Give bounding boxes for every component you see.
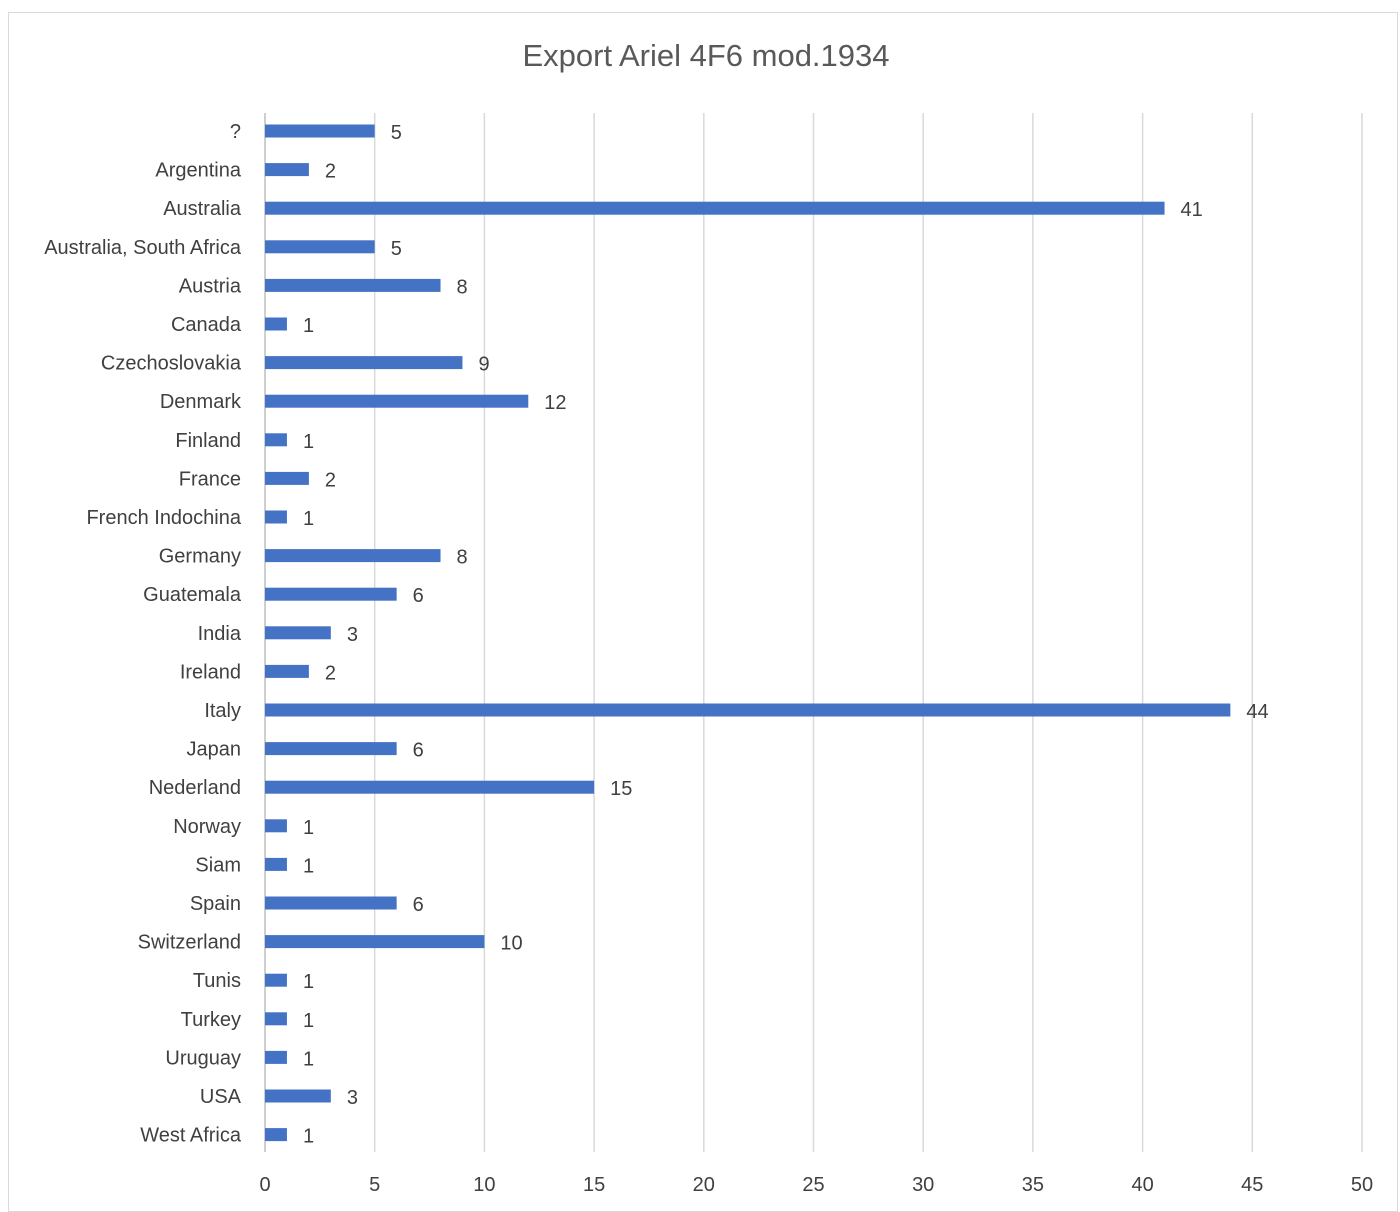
category-label: Nederland [149,777,241,799]
bar [265,1012,287,1026]
bar [265,973,287,987]
bar [265,433,287,447]
data-label: 1 [303,817,314,839]
data-label: 1 [303,431,314,453]
category-label: West Africa [140,1125,242,1147]
data-label: 1 [303,1010,314,1032]
category-label: Australia [163,198,242,220]
x-tick-label: 50 [1351,1174,1373,1196]
data-label: 5 [391,238,402,260]
x-tick-label: 15 [583,1174,605,1196]
bar [265,278,441,292]
bar [265,510,287,524]
x-tick-labels: 0 5 10 15 20 25 30 35 40 45 50 [259,1174,1373,1196]
bar [265,664,309,678]
data-label: 41 [1181,199,1203,221]
category-label: Siam [195,854,241,876]
category-label: Turkey [181,1009,241,1031]
bar [265,163,309,177]
data-label: 6 [413,894,424,916]
category-label: Italy [204,700,241,722]
category-labels: ? Argentina Australia Australia, South Afri… [44,121,242,1147]
bar [265,703,1231,717]
bar [265,549,441,563]
data-label: 1 [303,508,314,530]
bar [265,394,529,408]
bar [265,587,397,601]
data-label: 2 [325,662,336,684]
category-label: Finland [175,430,241,452]
category-label: France [179,468,241,490]
bar [265,201,1165,215]
category-label: Uruguay [165,1047,241,1069]
data-label: 12 [544,392,566,414]
data-label: 1 [303,1048,314,1070]
data-label: 1 [303,1126,314,1148]
data-label: 1 [303,855,314,877]
x-tick-label: 35 [1022,1174,1044,1196]
data-label: 8 [457,276,468,298]
category-label: Denmark [160,391,242,413]
data-label: 2 [325,161,336,183]
bar [265,356,463,370]
data-label: 10 [500,933,522,955]
bar [265,626,331,640]
bar [265,240,375,254]
category-label: Germany [159,546,241,568]
x-tick-label: 5 [369,1174,380,1196]
bar [265,1089,331,1103]
category-label: Switzerland [138,932,241,954]
bars [265,124,1231,1142]
bar [265,1050,287,1064]
x-tick-label: 40 [1131,1174,1153,1196]
bar [265,742,397,756]
data-label: 2 [325,469,336,491]
bar [265,1128,287,1142]
x-tick-label: 20 [693,1174,715,1196]
category-label: Argentina [155,160,241,182]
data-label: 3 [347,624,358,646]
x-tick-label: 30 [912,1174,934,1196]
bar [265,857,287,871]
category-label: Tunis [193,970,241,992]
category-label: Norway [173,816,241,838]
data-label: 6 [413,585,424,607]
gridlines [264,113,1363,1152]
category-label: Australia, South Africa [44,237,242,259]
bar [265,124,375,138]
category-label: Japan [187,739,242,761]
category-label: Canada [171,314,242,336]
category-label: ? [230,121,241,143]
category-label: Ireland [180,661,241,683]
data-label: 9 [478,354,489,376]
bar [265,780,595,794]
x-tick-label: 0 [259,1174,270,1196]
bar [265,471,309,485]
data-label: 1 [303,971,314,993]
x-tick-label: 10 [473,1174,495,1196]
data-label: 6 [413,740,424,762]
bar [265,317,287,331]
data-label: 15 [610,778,632,800]
category-label: India [198,623,242,645]
bar [265,819,287,833]
data-label: 1 [303,315,314,337]
category-label: Guatemala [143,584,242,606]
bar [265,935,485,949]
data-label: 5 [391,122,402,144]
x-tick-label: 45 [1241,1174,1263,1196]
chart-title: Export Ariel 4F6 mod.1934 [522,38,890,73]
category-label: USA [200,1086,242,1108]
data-label: 3 [347,1087,358,1109]
data-label: 8 [457,547,468,569]
x-tick-label: 25 [802,1174,824,1196]
category-label: French Indochina [86,507,241,529]
data-label: 44 [1246,701,1268,723]
category-label: Spain [190,893,241,915]
category-label: Austria [179,275,242,297]
bar [265,896,397,910]
category-label: Czechoslovakia [101,353,242,375]
